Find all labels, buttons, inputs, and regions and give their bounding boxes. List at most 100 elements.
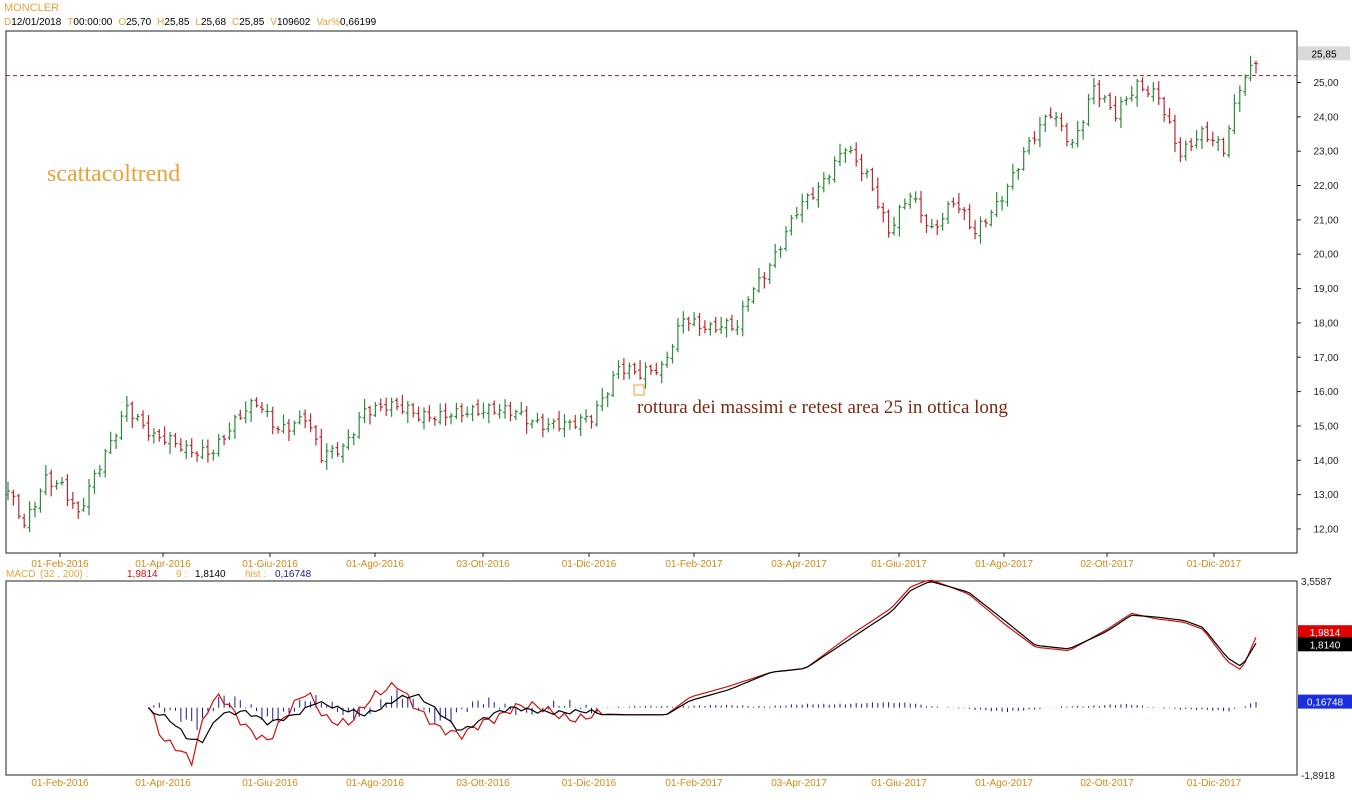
candle-129: [702, 320, 707, 334]
macd-y-tick-label: 3,5587: [1301, 577, 1332, 588]
candle-111: [605, 392, 610, 408]
candle-184: [1000, 195, 1005, 211]
candle-134: [729, 314, 734, 332]
readout-value-0: 12/01/2018: [11, 17, 62, 28]
candle-179: [973, 220, 978, 240]
candle-152: [827, 174, 832, 185]
candle-102: [557, 411, 562, 432]
candle-16: [92, 469, 97, 494]
candle-84: [459, 403, 464, 423]
macd-tag-box: [1298, 625, 1352, 640]
candle-215: [1167, 108, 1172, 124]
candle-121: [659, 360, 664, 384]
candle-171: [929, 219, 934, 229]
candle-47: [259, 401, 264, 414]
readout-key-7: Var%: [316, 17, 341, 28]
candle-181: [983, 218, 988, 228]
candle-68: [373, 402, 378, 418]
macd-label: MACD: [6, 569, 35, 580]
candle-212: [1151, 82, 1156, 102]
readout-key-4: L: [195, 17, 201, 28]
candle-70: [384, 397, 389, 416]
readout-value-2: 25,70: [126, 17, 152, 28]
macd-x-tick-label: 01-Apr-2016: [135, 778, 191, 789]
macd-x-tick-label: 01-Dic-2016: [562, 778, 617, 789]
price-x-tick-label: 01-Giu-2017: [871, 559, 927, 570]
candle-125: [681, 311, 686, 334]
candle-104: [567, 419, 572, 430]
price-x-tick-label: 01-Ago-2016: [346, 559, 404, 570]
candle-59: [324, 443, 329, 470]
candle-206: [1118, 96, 1123, 129]
candle-60: [330, 444, 335, 459]
candle-113: [616, 360, 621, 379]
macd-signal-period: 9 :: [176, 569, 187, 580]
candle-10: [60, 476, 65, 486]
candle-43: [238, 409, 243, 421]
candle-137: [746, 296, 751, 312]
candle-150: [816, 182, 821, 208]
candle-108: [589, 414, 594, 429]
candle-13: [76, 501, 81, 519]
readout-key-6: V: [270, 17, 277, 28]
last-price-label: 25,85: [1311, 49, 1336, 60]
candle-207: [1124, 96, 1129, 106]
candle-30: [168, 431, 173, 454]
candle-81: [443, 403, 448, 426]
candle-15: [87, 479, 92, 516]
candle-148: [805, 193, 810, 210]
candle-161: [875, 177, 880, 210]
candle-221: [1199, 126, 1204, 149]
candle-127: [692, 312, 697, 327]
candle-64: [351, 432, 356, 446]
price-y-tick-label: 17,00: [1313, 353, 1338, 364]
macd-line: [148, 579, 1257, 768]
candle-204: [1108, 92, 1113, 110]
candle-12: [70, 491, 75, 509]
candle-27: [151, 428, 156, 444]
candle-149: [810, 187, 815, 200]
candle-122: [665, 351, 670, 368]
macd-params: (32 , 200) :: [40, 569, 88, 580]
candle-164: [892, 216, 897, 236]
candle-25: [141, 410, 146, 429]
candle-190: [1032, 131, 1037, 145]
hist-tag-box: [1298, 694, 1352, 709]
candle-77: [422, 407, 426, 430]
candle-14: [81, 497, 86, 512]
price-y-tick-label: 16,00: [1313, 387, 1338, 398]
candle-0: [6, 481, 10, 501]
candle-69: [378, 398, 383, 412]
macd-x-tick-label: 01-Feb-2016: [31, 778, 89, 789]
price-y-tick-label: 19,00: [1313, 284, 1338, 295]
candle-117: [638, 360, 643, 380]
candle-92: [503, 399, 508, 419]
readout-key-0: D: [4, 17, 12, 28]
candle-165: [897, 204, 902, 237]
candle-126: [686, 316, 691, 332]
candle-99: [540, 413, 545, 438]
candle-229: [1243, 74, 1248, 97]
candle-141: [767, 262, 772, 285]
candle-101: [551, 418, 556, 430]
macd-x-tick-label: 01-Dic-2017: [1187, 778, 1242, 789]
candle-192: [1043, 114, 1048, 133]
readout-key-3: H: [157, 17, 165, 28]
candle-72: [394, 397, 399, 411]
candle-183: [994, 191, 999, 218]
price-y-tick-label: 12,00: [1313, 524, 1338, 535]
candle-9: [54, 480, 59, 490]
candle-133: [724, 318, 729, 338]
candle-174: [946, 201, 951, 225]
candle-73: [400, 395, 405, 415]
candle-159: [865, 168, 870, 179]
readout-value-6: 109602: [276, 17, 311, 28]
candle-106: [578, 413, 583, 437]
candle-196: [1064, 122, 1069, 147]
candle-110: [600, 388, 605, 412]
candle-53: [292, 420, 297, 436]
candle-191: [1037, 116, 1042, 148]
candle-18: [103, 449, 108, 478]
candle-29: [162, 426, 167, 446]
